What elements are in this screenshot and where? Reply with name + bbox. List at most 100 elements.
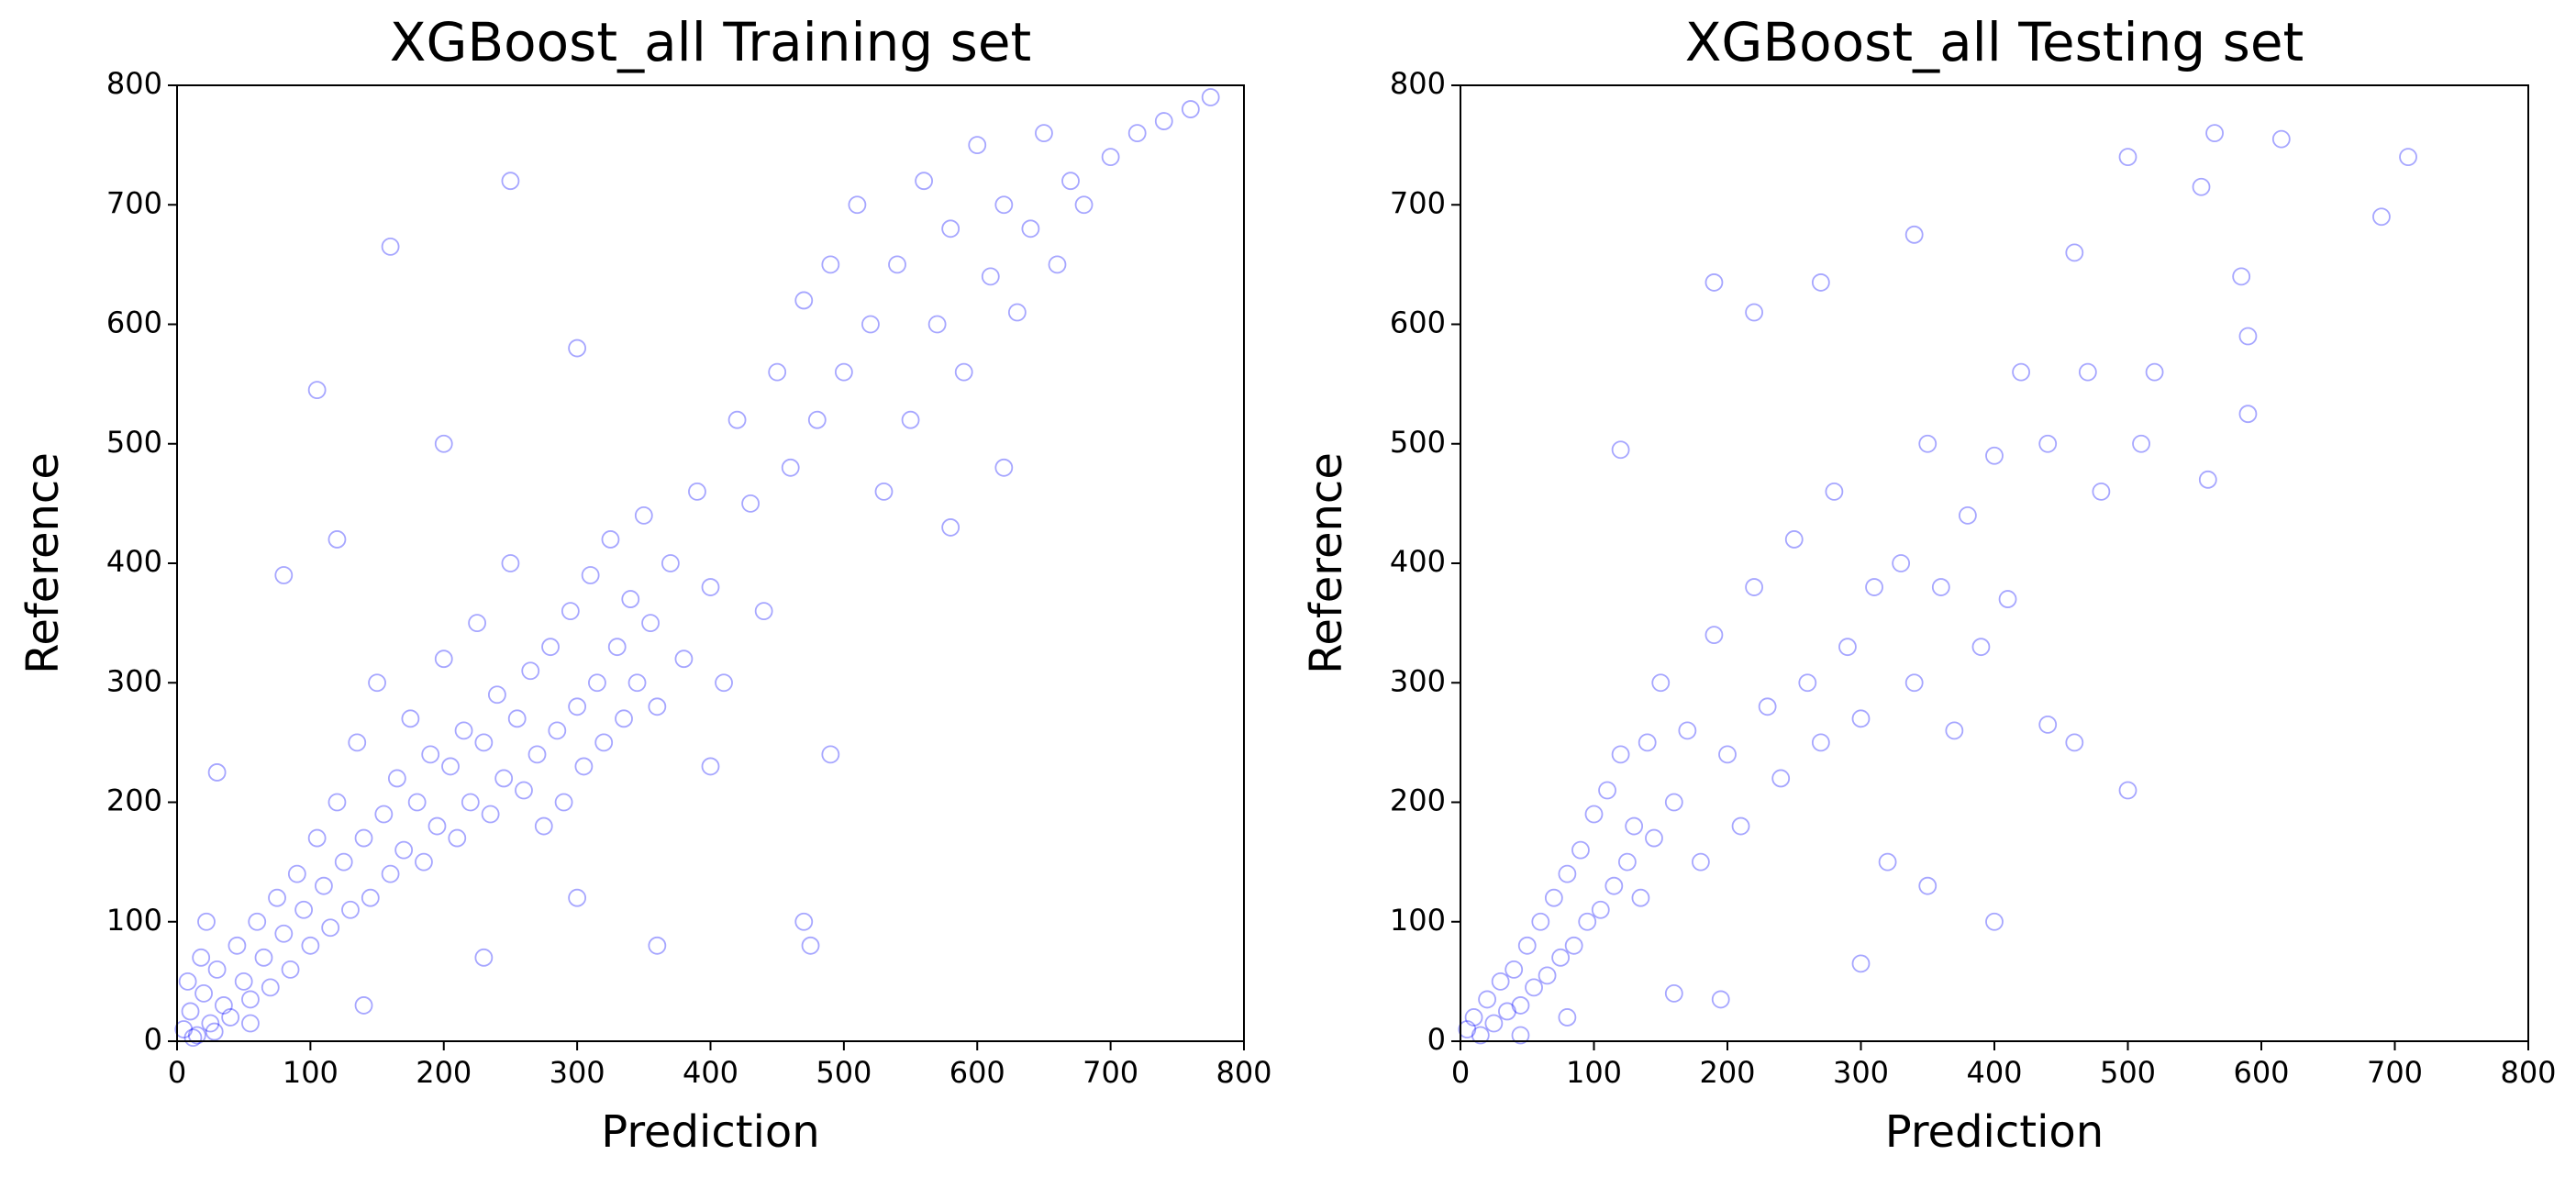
- y-tick-label: 500: [106, 425, 162, 460]
- scatter-point: [648, 697, 667, 716]
- scatter-point: [474, 948, 494, 967]
- scatter-point: [415, 852, 433, 872]
- scatter-point: [187, 1026, 206, 1045]
- scatter-point: [441, 757, 460, 776]
- scatter-point: [1892, 554, 1911, 572]
- scatter-point: [1811, 733, 1830, 752]
- scatter-point: [1625, 816, 1644, 836]
- scatter-point: [501, 554, 520, 572]
- scatter-point: [1798, 673, 1817, 693]
- scatter-point: [807, 410, 827, 429]
- x-tick-label: 600: [949, 1055, 1005, 1090]
- scatter-point: [1958, 506, 1977, 525]
- scatter-point: [1718, 745, 1737, 764]
- scatter-point: [341, 900, 360, 919]
- scatter-point: [1651, 673, 1671, 693]
- scatter-point: [1511, 996, 1530, 1015]
- scatter-point: [368, 673, 386, 693]
- scatter-point: [1181, 100, 1200, 118]
- scatter-point: [2118, 148, 2137, 167]
- scatter-point: [387, 769, 406, 788]
- scatter-point: [461, 793, 480, 812]
- y-tick-label: 500: [1390, 425, 1446, 460]
- scatter-point: [548, 721, 567, 740]
- x-tick-label: 700: [2367, 1055, 2423, 1090]
- x-axis-label: Prediction: [1885, 1106, 2104, 1158]
- scatter-point: [574, 757, 594, 776]
- scatter-point: [1558, 1008, 1577, 1027]
- scatter-point: [1127, 124, 1147, 143]
- y-tick-label: 600: [106, 305, 162, 340]
- scatter-point: [1564, 936, 1583, 955]
- scatter-point: [228, 936, 247, 955]
- scatter-point: [994, 195, 1014, 215]
- scatter-point: [1471, 1026, 1490, 1045]
- scatter-point: [1478, 990, 1496, 1009]
- scatter-point: [554, 793, 573, 812]
- scatter-point: [2132, 434, 2150, 453]
- scatter-point: [328, 530, 347, 549]
- scatter-point: [588, 673, 606, 693]
- scatter-point: [2092, 482, 2111, 501]
- scatter-point: [1985, 912, 2004, 931]
- scatter-point: [1604, 876, 1624, 895]
- scatter-point: [1035, 124, 1053, 143]
- y-tick-label: 200: [1390, 783, 1446, 818]
- scatter-point: [927, 315, 947, 334]
- x-tick-label: 200: [1699, 1055, 1755, 1090]
- scatter-point: [1048, 255, 1067, 274]
- scatter-point: [1904, 225, 1924, 244]
- scatter-point: [901, 410, 920, 429]
- y-tick-label: 100: [1390, 903, 1446, 938]
- scatter-point: [941, 219, 960, 239]
- scatter-point: [287, 864, 306, 883]
- y-tick-label: 600: [1390, 305, 1446, 340]
- scatter-point: [241, 1014, 260, 1033]
- scatter-point: [1771, 769, 1791, 788]
- scatter-point: [1645, 828, 1663, 848]
- x-tick-label: 400: [1966, 1055, 2022, 1090]
- scatter-point: [192, 948, 211, 967]
- scatter-point: [1491, 972, 1510, 991]
- scatter-point: [1558, 864, 1577, 883]
- scatter-point: [1638, 733, 1657, 752]
- scatter-point: [2118, 781, 2137, 800]
- scatter-point: [1007, 303, 1027, 322]
- scatter-point: [374, 805, 394, 824]
- scatter-point: [194, 984, 213, 1003]
- scatter-point: [834, 362, 853, 382]
- plot-area: [174, 88, 1220, 1047]
- scatter-point: [361, 888, 380, 907]
- scatter-point: [741, 494, 761, 513]
- chart-title: XGBoost_all Testing set: [1685, 11, 2304, 73]
- scatter-point: [1511, 1026, 1530, 1045]
- scatter-point: [301, 936, 320, 955]
- x-tick-label: 0: [168, 1055, 186, 1090]
- scatter-point: [207, 763, 227, 782]
- scatter-point: [1611, 440, 1630, 460]
- scatter-point: [1945, 721, 1964, 740]
- scatter-point: [2205, 124, 2224, 143]
- x-tick-label: 800: [1216, 1055, 1271, 1090]
- scatter-point: [607, 638, 627, 657]
- scatter-point: [1664, 793, 1683, 812]
- y-tick-label: 200: [106, 783, 162, 818]
- plot-area: [1458, 124, 2417, 1045]
- scatter-point: [621, 590, 640, 608]
- scatter-point: [1865, 578, 1883, 596]
- scatter-point: [1998, 590, 2017, 608]
- scatter-point: [1591, 900, 1610, 919]
- scatter-point: [981, 267, 1000, 286]
- scatter-point: [174, 1020, 194, 1038]
- scatter-point: [688, 482, 706, 501]
- scatter-point: [627, 673, 647, 693]
- scatter-point: [354, 828, 373, 848]
- y-tick-label: 800: [106, 66, 162, 101]
- scatter-point: [527, 745, 547, 764]
- scatter-point: [874, 482, 894, 501]
- x-tick-label: 100: [283, 1055, 339, 1090]
- scatter-point: [1745, 578, 1763, 596]
- scatter-point: [1745, 303, 1763, 322]
- scatter-point: [915, 172, 933, 191]
- scatter-point: [1784, 530, 1804, 549]
